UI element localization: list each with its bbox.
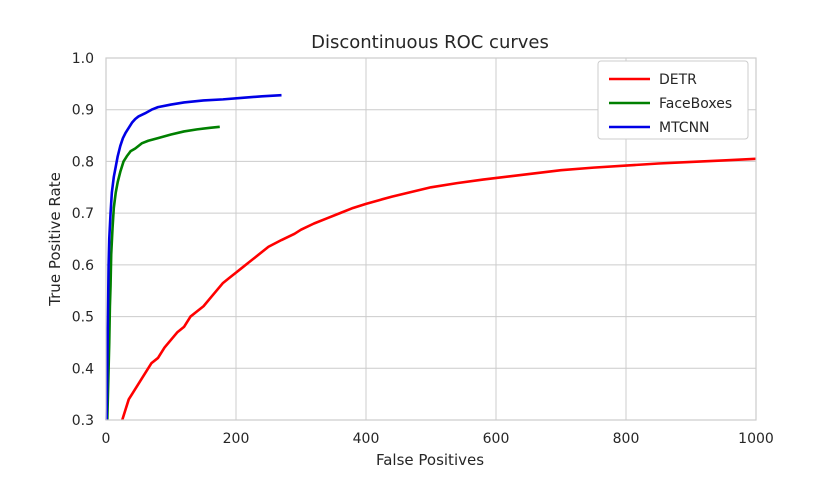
plot-frame [105,57,757,421]
legend-label-mtcnn: MTCNN [659,120,710,136]
x-tick-label: 1000 [738,431,774,447]
tick-labels: 0 200 400 600 800 1000 0.3 0.4 0.5 0.6 0.7 0.8 0.9 1.… [72,51,774,447]
x-tick-label: 600 [483,431,510,447]
x-tick-label: 400 [353,431,380,447]
y-tick-label: 0.8 [72,154,94,170]
y-tick-label: 0.4 [72,361,94,377]
x-tick-label: 0 [102,431,111,447]
chart-title: Discontinuous ROC curves [311,32,549,53]
y-tick-label: 0.7 [72,206,94,222]
series-line-mtcnn [105,93,282,421]
legend: DETR FaceBoxes MTCNN [597,60,749,140]
series-layer [105,93,757,421]
x-axis-label: False Positives [376,451,484,469]
y-tick-label: 0.6 [72,258,94,274]
x-tick-label: 200 [223,431,250,447]
series-line-detr [121,157,757,421]
legend-label-faceboxes: FaceBoxes [659,96,732,112]
series-line-faceboxes [106,125,220,421]
y-tick-label: 0.9 [72,103,94,119]
legend-label-detr: DETR [659,72,697,88]
y-tick-label: 0.3 [72,413,94,429]
y-axis-label: True Positive Rate [46,172,64,307]
legend-box [597,60,749,140]
y-tick-label: 1.0 [72,51,94,67]
y-tick-label: 0.5 [72,310,94,326]
x-tick-label: 800 [613,431,640,447]
